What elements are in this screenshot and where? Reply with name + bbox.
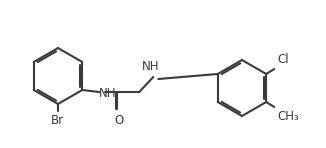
Text: CH₃: CH₃ [277, 110, 299, 123]
Text: NH: NH [99, 86, 117, 99]
Text: NH: NH [141, 60, 159, 73]
Text: Br: Br [51, 114, 64, 127]
Text: O: O [115, 114, 124, 127]
Text: Cl: Cl [277, 53, 289, 66]
